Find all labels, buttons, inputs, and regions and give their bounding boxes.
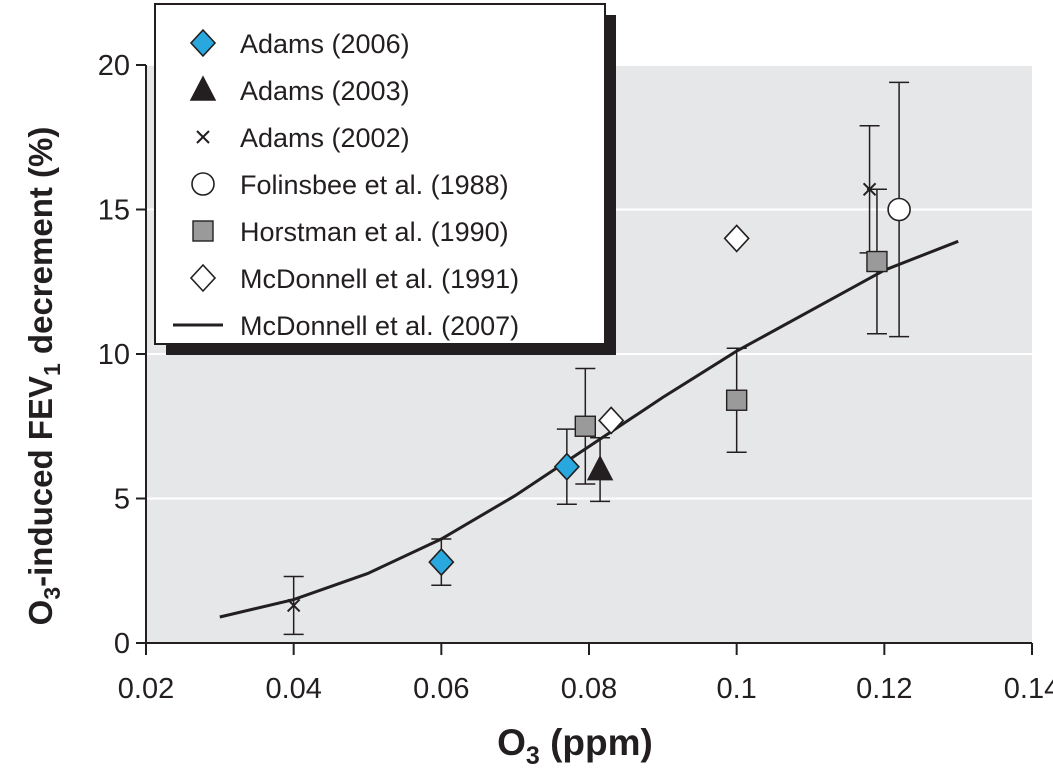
data-point-horstman-et-al-1990 [866,250,888,273]
y-tick-label: 10 [98,339,130,371]
x-tick-label: 0.08 [561,673,617,705]
data-point-adams-2003 [586,454,614,481]
legend-label: Adams (2003) [240,76,410,106]
y-axis-title-part1: O [22,600,59,626]
legend-item-mcdonnell-et-al-2007: McDonnell et al. (2007) [173,311,519,341]
legend-marker [189,75,217,101]
legend-label: McDonnell et al. (2007) [240,311,519,341]
legend-marker [192,220,214,242]
legend-item-folinsbee-et-al-1988: Folinsbee et al. (1988) [191,170,509,200]
x-marker-stroke [862,182,877,196]
series-line-mcdonnell-et-al-2007 [219,239,959,619]
x-axis-ticks: 0.02 0.04 0.06 0.08 0.1 0.12 0.14 [118,643,1053,705]
data-point-adams-2006 [428,547,455,577]
model-curve-layer [219,239,959,619]
x-axis-title-subscript: 3 [526,742,540,770]
x-tick-label: 0.14 [1004,673,1053,705]
x-tick-label: 0.04 [265,673,321,705]
y-axis-title-subscript2: 1 [39,363,65,376]
legend-marker [191,172,215,196]
legend-item-adams-2003: Adams (2003) [189,75,410,106]
legend-item-mcdonnell-et-al-1991: McDonnell et al. (1991) [189,263,519,294]
x-tick-label: 0.1 [717,673,757,705]
point-markers [286,182,911,613]
y-tick-label: 15 [98,195,130,227]
legend-label: Adams (2006) [240,29,410,59]
legend-label: McDonnell et al. (1991) [240,264,519,294]
data-point-horstman-et-al-1990 [725,389,748,411]
y-axis-title: O3-induced FEV1 decrement (%) [22,127,65,626]
legend-label: Horstman et al. (1990) [240,217,509,247]
legend-marker [196,130,210,144]
legend-item-horstman-et-al-1990: Horstman et al. (1990) [192,217,509,247]
y-axis-title-part2: -induced FEV [22,376,59,587]
x-axis-title-main: O [497,722,526,763]
x-marker-stroke [286,598,301,613]
x-axis-title: O3 (ppm) [497,722,653,770]
legend-item-adams-2002: Adams (2002) [196,123,410,153]
y-axis-title-subscript1: 3 [39,587,65,600]
data-point-mcdonnell-et-al-1991 [598,406,625,435]
y-tick-label: 20 [98,50,130,82]
x-marker-stroke [196,130,210,144]
data-point-adams-2006 [553,452,580,481]
x-axis-title-rest: (ppm) [540,722,653,763]
legend-label: Adams (2002) [240,123,410,153]
legend-item-adams-2006: Adams (2006) [189,28,410,59]
legend-marker [189,28,217,58]
legend-marker [189,263,217,293]
x-tick-label: 0.12 [856,673,912,705]
x-tick-label: 0.02 [118,673,174,705]
data-points [283,81,911,636]
data-point-horstman-et-al-1990 [574,415,597,437]
y-tick-label: 0 [114,628,130,660]
legend-label: Folinsbee et al. (1988) [240,170,509,200]
data-point-mcdonnell-et-al-1991 [723,224,750,253]
data-point-adams-2002 [862,182,877,196]
y-axis-ticks: 0 5 10 15 20 [98,50,146,660]
data-point-adams-2002 [286,598,301,613]
x-tick-label: 0.06 [413,673,469,705]
y-axis-title-part3: decrement (%) [22,127,59,364]
legend-box [154,3,606,345]
y-tick-label: 5 [114,484,130,516]
legend: Adams (2006) Adams (2003) Adams (2002) Foli… [154,3,616,355]
data-point-folinsbee-et-al-1988 [887,197,911,222]
